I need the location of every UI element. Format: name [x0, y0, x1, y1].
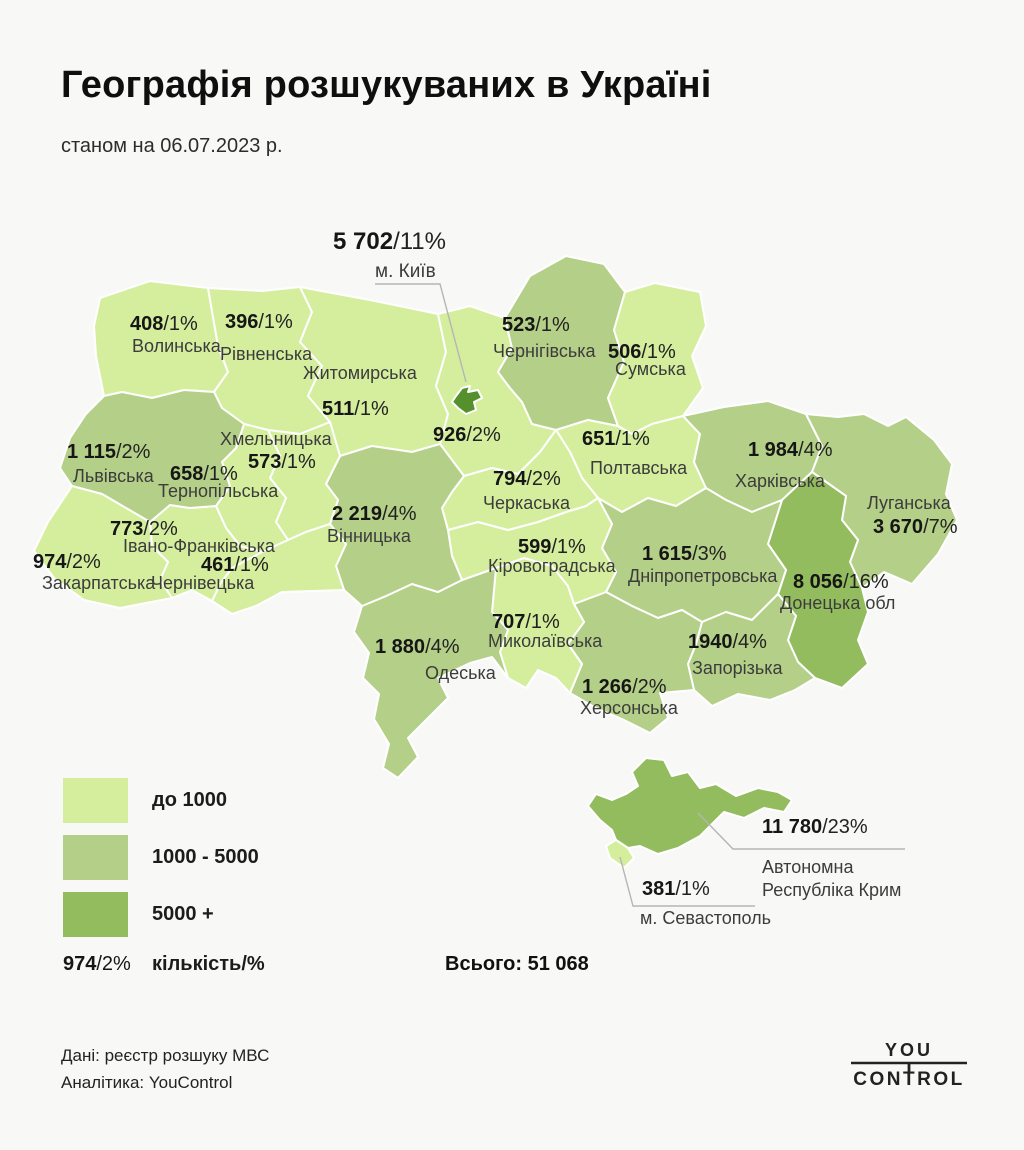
label-poltava-name: Полтавська [590, 458, 688, 478]
label-chernihiv-value: 523/1% [502, 314, 570, 336]
region-shape-kyiv-city [451, 385, 483, 415]
region-shape-sevastopol [605, 839, 635, 869]
label-kyiv-oblast-value: 926/2% [433, 424, 501, 446]
region-shape-crimea [587, 757, 793, 855]
label-khmelnytskyi-value: 573/1% [248, 451, 316, 473]
label-luhansk-name: Луганська [867, 493, 951, 513]
label-zakarpattia-name: Закарпатська [42, 573, 156, 593]
label-chernivtsi-value: 461/1% [201, 554, 269, 576]
legend-swatch-medium [63, 835, 128, 880]
label-luhansk-value: 3 670/7% [873, 516, 958, 538]
analytics-note: Аналітика: YouControl [61, 1073, 233, 1092]
legend-swatch-dark [63, 892, 128, 937]
label-kharkiv-name: Харківська [735, 471, 825, 491]
logo-text-you: YOU [885, 1040, 933, 1060]
label-zaporizhzhia-name: Запорізька [692, 658, 783, 678]
label-kyiv-city-name: м. Київ [375, 261, 436, 282]
label-donetsk-name: Донецька обл [780, 593, 896, 613]
label-zhytomyr-name: Житомирська [303, 363, 417, 383]
label-vinnytsia-value: 2 219/4% [332, 503, 417, 525]
region-shape-vinnytsia [325, 443, 465, 607]
legend-label-bin3: 5000 + [152, 903, 214, 925]
label-kherson-name: Херсонська [580, 698, 678, 718]
label-mykolaiv-value: 707/1% [492, 611, 560, 633]
legend-sample-label: кількість/% [152, 953, 265, 975]
logo-t-stem [907, 1063, 911, 1073]
kyiv-city-connector-line [375, 283, 467, 383]
label-ivano-frankivsk-name: Івано-Франківська [123, 536, 275, 556]
label-zaporizhzhia-value: 1940/4% [688, 631, 767, 653]
label-kharkiv-value: 1 984/4% [748, 439, 833, 461]
total-count: Всього: 51 068 [445, 953, 589, 975]
sevastopol-connector-line [619, 856, 755, 907]
label-crimea-name: Автономна Республіка Крим [762, 857, 902, 900]
region-shape-zakarpattia [33, 485, 173, 609]
label-ternopil-value: 658/1% [170, 463, 238, 485]
page-title: Географія розшукуваних в Україні [61, 64, 712, 106]
label-odesa-name: Одеська [425, 663, 496, 683]
label-dnipro-name: Дніпропетровська [628, 566, 778, 586]
label-khmelnytskyi-name: Хмельницька [220, 429, 332, 449]
logo-text-control: CONTROL [853, 1069, 964, 1090]
crimea-connector-line [697, 812, 905, 850]
label-kirovohrad-value: 599/1% [518, 536, 586, 558]
label-kherson-value: 1 266/2% [582, 676, 667, 698]
label-sevastopol-value: 381/1% [642, 878, 710, 900]
label-cherkasy-name: Черкаська [483, 493, 570, 513]
label-mykolaiv-name: Миколаївська [488, 631, 603, 651]
legend-label-bin2: 1000 - 5000 [152, 846, 259, 868]
label-vinnytsia-name: Вінницька [327, 526, 411, 546]
label-kirovohrad-name: Кіровоградська [488, 556, 616, 576]
label-rivne-name: Рівненська [220, 344, 313, 364]
label-sumy-value: 506/1% [608, 341, 676, 363]
label-kyiv-city-value: 5 702/11% [333, 228, 446, 255]
label-rivne-value: 396/1% [225, 311, 293, 333]
label-chernihiv-name: Чернігівська [493, 341, 596, 361]
label-zakarpattia-value: 974/2% [33, 551, 101, 573]
label-ivano-frankivsk-value: 773/2% [110, 518, 178, 540]
legend-swatch-light [63, 778, 128, 823]
label-ternopil-name: Тернопільська [158, 481, 279, 501]
label-chernivtsi-name: Чернівецька [151, 573, 255, 593]
legend-label-bin1: до 1000 [152, 789, 227, 811]
label-donetsk-value: 8 056/16% [793, 571, 889, 593]
label-zhytomyr-value: 511/1% [322, 398, 389, 420]
label-volyn-value: 408/1% [130, 313, 198, 335]
label-dnipro-value: 1 615/3% [642, 543, 727, 565]
label-crimea-value: 11 780/23% [762, 816, 868, 838]
region-shape-lviv [59, 389, 245, 523]
label-sevastopol-name: м. Севастополь [640, 908, 772, 928]
data-source-note: Дані: реєстр розшуку МВС [61, 1046, 270, 1065]
label-lviv-name: Львівська [73, 466, 154, 486]
label-lviv-value: 1 115/2% [67, 441, 151, 463]
label-odesa-value: 1 880/4% [375, 636, 460, 658]
youcontrol-logo: YOU CONTROL [851, 1040, 967, 1090]
legend-sample-value: 974/2% [63, 953, 131, 975]
label-cherkasy-value: 794/2% [493, 468, 561, 490]
label-volyn-name: Волинська [132, 336, 221, 356]
label-poltava-value: 651/1% [582, 428, 650, 450]
page-subtitle: станом на 06.07.2023 р. [61, 135, 283, 157]
label-sumy-name: Сумська [615, 359, 686, 379]
